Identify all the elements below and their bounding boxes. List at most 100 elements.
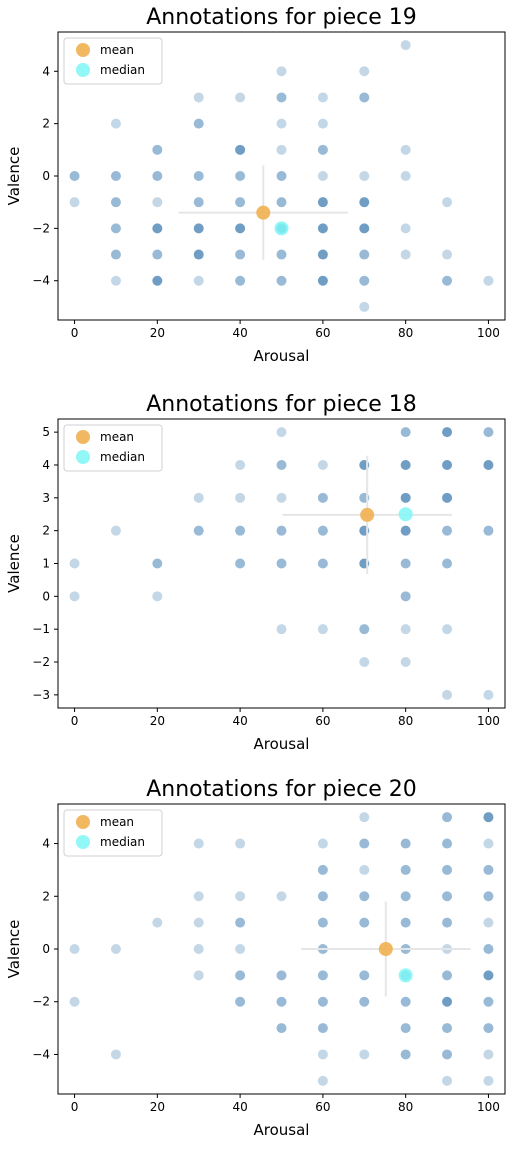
chart-title: Annotations for piece 20	[146, 777, 417, 802]
data-point	[400, 657, 411, 668]
data-point	[276, 197, 287, 208]
x-tick-label: 20	[150, 1100, 165, 1114]
data-point	[193, 525, 204, 536]
data-point	[400, 171, 411, 181]
data-point	[110, 223, 121, 234]
data-point	[442, 275, 453, 286]
data-point	[276, 275, 287, 286]
x-tick-label: 100	[477, 714, 500, 728]
x-tick-label: 60	[315, 714, 330, 728]
data-point	[483, 427, 494, 438]
data-point	[193, 249, 204, 260]
data-point	[193, 492, 204, 503]
chart-panel-1: Annotations for piece 190 20 40 60 80 100−4−2…	[5, 5, 506, 365]
data-point	[235, 144, 246, 155]
data-point	[276, 459, 287, 470]
data-point	[110, 1049, 121, 1060]
data-point	[235, 891, 246, 902]
data-point	[110, 171, 121, 181]
data-point	[193, 118, 204, 129]
data-point	[152, 171, 163, 181]
legend: mean median	[63, 809, 163, 857]
data-point	[193, 944, 204, 954]
data-point	[442, 558, 453, 569]
data-point	[359, 249, 370, 260]
data-point	[359, 812, 370, 823]
data-point	[193, 891, 204, 902]
legend-median-marker	[76, 450, 90, 464]
y-tick-label: 0	[42, 169, 50, 183]
data-point	[483, 917, 494, 928]
data-point	[317, 624, 328, 635]
data-point	[400, 864, 411, 875]
data-point	[359, 624, 370, 635]
data-point	[400, 558, 411, 569]
data-point	[317, 996, 328, 1007]
y-tick-label: −1	[32, 622, 50, 636]
legend-mean-label: mean	[100, 43, 134, 57]
data-point	[317, 92, 328, 103]
data-point	[317, 171, 328, 181]
data-point	[110, 525, 121, 536]
legend-median-label: median	[100, 835, 145, 849]
x-tick-label: 40	[232, 1100, 247, 1114]
data-point	[69, 171, 80, 181]
data-point	[359, 197, 370, 208]
data-point	[152, 249, 163, 260]
data-point	[442, 624, 453, 635]
legend-median-label: median	[100, 450, 145, 464]
data-point	[317, 838, 328, 849]
data-point	[442, 197, 453, 208]
data-point	[110, 118, 121, 129]
data-point	[400, 492, 411, 503]
x-tick-label: 20	[150, 326, 165, 340]
x-tick-label: 60	[315, 326, 330, 340]
legend: mean median	[63, 424, 163, 472]
x-tick-label: 80	[398, 1100, 413, 1114]
x-axis-label: Arousal	[254, 1121, 310, 1139]
data-point	[483, 970, 494, 981]
data-point	[359, 223, 370, 234]
data-point	[400, 223, 411, 234]
y-tick-label: 4	[42, 64, 50, 78]
data-point	[235, 917, 246, 928]
data-point	[69, 591, 80, 602]
data-point	[193, 275, 204, 286]
legend-mean-label: mean	[100, 815, 134, 829]
data-point	[400, 249, 411, 260]
median-marker	[274, 221, 289, 236]
data-point	[359, 1049, 370, 1060]
data-point	[442, 864, 453, 875]
data-point	[483, 944, 494, 954]
data-point	[483, 525, 494, 536]
data-point	[317, 492, 328, 503]
y-tick-label: −4	[32, 1047, 50, 1061]
chart-panel-3: Annotations for piece 200 20 40 60 80 100−4−2…	[5, 777, 506, 1139]
y-tick-label: −4	[32, 274, 50, 288]
mean-marker	[256, 205, 271, 220]
data-point	[276, 996, 287, 1007]
x-tick-label: 0	[71, 326, 79, 340]
legend-mean-marker	[76, 43, 90, 57]
data-point	[235, 838, 246, 849]
data-point	[235, 459, 246, 470]
data-point	[235, 92, 246, 103]
data-point	[442, 525, 453, 536]
data-point	[359, 996, 370, 1007]
data-point	[483, 689, 494, 700]
data-point	[110, 249, 121, 260]
data-point	[317, 970, 328, 981]
data-point	[276, 1023, 287, 1034]
data-point	[69, 197, 80, 208]
median-marker	[398, 968, 413, 983]
data-point	[193, 917, 204, 928]
data-point	[235, 996, 246, 1007]
data-point	[110, 197, 121, 208]
data-point	[317, 1023, 328, 1034]
data-point	[400, 525, 411, 536]
data-point	[152, 558, 163, 569]
data-point	[359, 970, 370, 981]
data-point	[276, 427, 287, 438]
data-point	[235, 525, 246, 536]
